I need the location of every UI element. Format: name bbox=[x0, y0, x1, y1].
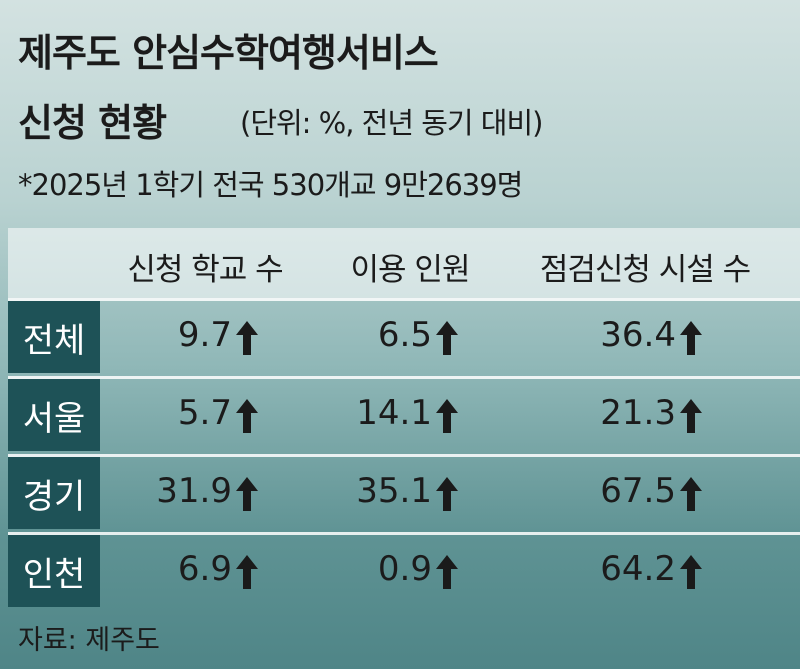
header-band bbox=[8, 228, 800, 298]
up-arrow-icon bbox=[679, 398, 703, 438]
cell-value: 21.3 bbox=[600, 393, 676, 433]
up-arrow-icon bbox=[679, 476, 703, 516]
row-label: 경기 bbox=[8, 457, 100, 529]
arrow-shape bbox=[680, 477, 702, 511]
cell-value: 6.5 bbox=[377, 315, 432, 355]
note: *2025년 1학기 전국 530개교 9만2639명 bbox=[18, 168, 523, 202]
up-arrow-icon bbox=[235, 476, 259, 516]
cell-value: 5.7 bbox=[177, 393, 232, 433]
up-arrow-icon bbox=[435, 476, 459, 516]
cell-value: 31.9 bbox=[156, 471, 232, 511]
table-row bbox=[8, 454, 800, 529]
cell-value: 35.1 bbox=[356, 471, 432, 511]
arrow-shape bbox=[236, 477, 258, 511]
arrow-shape bbox=[436, 321, 458, 355]
up-arrow-icon bbox=[235, 320, 259, 360]
up-arrow-icon bbox=[435, 398, 459, 438]
up-arrow-icon bbox=[235, 398, 259, 438]
cell-value: 67.5 bbox=[600, 471, 676, 511]
up-arrow-icon bbox=[679, 554, 703, 594]
title: 제주도 안심수학여행서비스 bbox=[18, 31, 439, 75]
arrow-shape bbox=[236, 321, 258, 355]
arrow-shape bbox=[236, 399, 258, 433]
cell-value: 0.9 bbox=[377, 549, 432, 589]
up-arrow-icon bbox=[679, 320, 703, 360]
column-header: 이용 인원 bbox=[350, 252, 471, 288]
cell-value: 9.7 bbox=[177, 315, 232, 355]
arrow-shape bbox=[436, 399, 458, 433]
arrow-shape bbox=[436, 555, 458, 589]
arrow-shape bbox=[680, 321, 702, 355]
cell-value: 6.9 bbox=[177, 549, 232, 589]
arrow-shape bbox=[436, 477, 458, 511]
cell-value: 36.4 bbox=[600, 315, 676, 355]
arrow-shape bbox=[680, 555, 702, 589]
unit-note: (단위: %, 전년 동기 대비) bbox=[240, 106, 543, 140]
column-header: 점검신청 시설 수 bbox=[539, 252, 751, 288]
row-label: 서울 bbox=[8, 379, 100, 451]
arrow-shape bbox=[680, 399, 702, 433]
up-arrow-icon bbox=[235, 554, 259, 594]
table-row bbox=[8, 298, 800, 373]
cell-value: 14.1 bbox=[356, 393, 432, 433]
column-header: 신청 학교 수 bbox=[127, 252, 283, 288]
row-label: 인천 bbox=[8, 535, 100, 607]
row-label: 전체 bbox=[8, 301, 100, 373]
title: 신청 현황 bbox=[18, 101, 167, 145]
table-row bbox=[8, 376, 800, 451]
up-arrow-icon bbox=[435, 320, 459, 360]
arrow-shape bbox=[236, 555, 258, 589]
table-row bbox=[8, 532, 800, 607]
up-arrow-icon bbox=[435, 554, 459, 594]
source: 자료: 제주도 bbox=[18, 625, 160, 656]
cell-value: 64.2 bbox=[600, 549, 676, 589]
